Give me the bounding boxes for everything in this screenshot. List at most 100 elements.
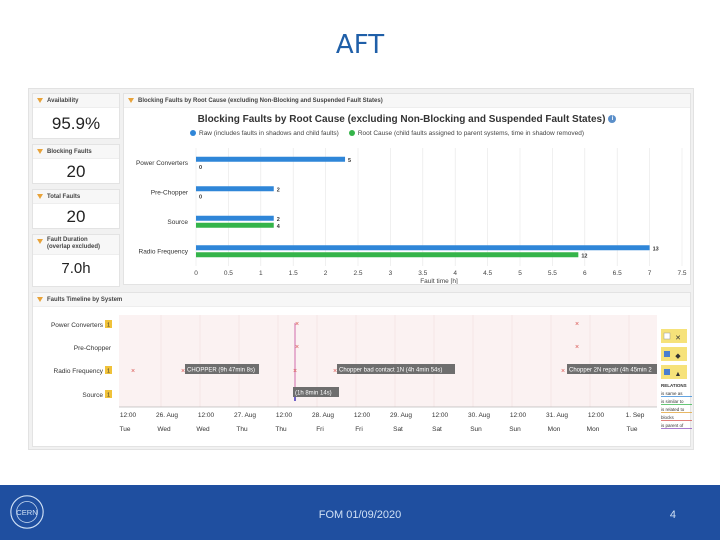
x-tick-label: 7.5 <box>677 270 686 277</box>
category-label: Source <box>167 219 188 226</box>
relation-item: is similar to <box>661 399 684 404</box>
legend-item-root-cause[interactable]: Root Cause (child faults assigned to par… <box>348 130 584 137</box>
timeline-header-text: Faults Timeline by System <box>47 296 123 303</box>
fault-marker[interactable]: × <box>333 368 337 375</box>
x-tick-label: 7 <box>648 270 652 277</box>
filter-icon[interactable] <box>37 149 43 154</box>
row-badge <box>105 366 112 374</box>
bar[interactable] <box>196 215 274 221</box>
bar-panel-header-text: Blocking Faults by Root Cause (excluding… <box>138 97 383 104</box>
fault-marker[interactable]: × <box>295 344 299 351</box>
fault-marker[interactable]: × <box>181 368 185 375</box>
close-icon[interactable]: ✕ <box>675 335 681 342</box>
filter-icon[interactable] <box>128 98 134 103</box>
x-tick-label: 6.5 <box>613 270 622 277</box>
timeline-tick-label: 26. Aug <box>156 412 178 419</box>
filter-icon[interactable] <box>37 194 43 199</box>
bar[interactable] <box>196 222 274 228</box>
filter-icon[interactable] <box>37 98 43 103</box>
checkbox[interactable] <box>663 332 671 340</box>
fault-annotation[interactable]: (1h 8min 14s) <box>295 391 332 397</box>
fault-marker[interactable]: × <box>295 321 299 328</box>
dashboard: Availability 95.9% Blocking Faults 20 To… <box>28 88 694 450</box>
timeline-grid <box>160 315 630 407</box>
bar-panel-header: Blocking Faults by Root Cause (excluding… <box>124 94 690 108</box>
timeline-tick-label: 12:00 <box>276 412 293 419</box>
timeline-tick-label: 12:00 <box>588 412 605 419</box>
bar[interactable] <box>196 245 650 251</box>
row-badge-count: 1 <box>107 323 110 329</box>
filter-icon[interactable] <box>37 297 43 302</box>
timeline-tick-label: 12:00 <box>354 412 371 419</box>
tag-icon[interactable]: ◆ <box>675 353 681 360</box>
bar-data-label: 0 <box>199 194 202 200</box>
bar[interactable] <box>196 252 579 258</box>
timeline-row-label: Pre-Chopper <box>74 345 112 352</box>
checkbox-checked[interactable] <box>664 369 670 375</box>
relation-item: is same as <box>661 391 683 396</box>
x-tick-label: 3.5 <box>418 270 427 277</box>
relation-item: blocks <box>661 415 675 420</box>
info-icon[interactable]: i <box>608 115 617 124</box>
timeline-tick-label: 12:00 <box>198 412 215 419</box>
fault-annotation[interactable]: Chopper 2N repair (4h 45min 2 <box>569 368 652 374</box>
checkbox-checked[interactable] <box>664 351 670 357</box>
x-tick-label: 1.5 <box>289 270 298 277</box>
legend-label: Root Cause (child faults assigned to par… <box>357 130 584 137</box>
kpi-fault-duration: Fault Duration (overlap excluded) 7.0h <box>32 234 120 287</box>
timeline-row-label: Power Converters <box>51 322 104 329</box>
fault-marker[interactable]: × <box>131 368 135 375</box>
hierarchy-icon[interactable]: ▲ <box>675 371 682 378</box>
slide-title: AFT <box>335 30 385 60</box>
timeline-tick-label: 12:00 <box>120 412 137 419</box>
fault-marker[interactable]: × <box>575 321 579 328</box>
timeline-day-label: Fri <box>355 426 363 433</box>
fault-annotation[interactable]: CHOPPER (9h 47min 8s) <box>187 368 255 374</box>
kpi-duration-header: Fault Duration (overlap excluded) <box>33 235 119 255</box>
category-label: Radio Frequency <box>139 248 189 255</box>
filter-icon[interactable] <box>37 239 43 244</box>
kpi-value: 20 <box>66 207 86 226</box>
bar-data-label: 2 <box>277 217 280 223</box>
row-badge-count: 1 <box>107 393 110 399</box>
timeline-tick-label: 30. Aug <box>468 412 490 419</box>
timeline-control-tile <box>661 365 687 379</box>
x-tick-label: 2.5 <box>353 270 362 277</box>
legend-item-raw[interactable]: Raw (includes faults in shadows and chil… <box>190 130 339 137</box>
bar[interactable] <box>196 156 346 162</box>
fault-annotation[interactable]: Chopper bad contact 1N (4h 4min 54s) <box>339 368 442 374</box>
fault-marker[interactable]: × <box>575 344 579 351</box>
fault-marker[interactable]: × <box>293 368 297 375</box>
timeline-plot-area <box>119 315 657 407</box>
fault-annotation-box <box>337 364 455 374</box>
kpi-label: Blocking Faults <box>47 148 92 155</box>
timeline-control-tile <box>661 329 687 343</box>
timeline-day-label: Sun <box>509 426 521 433</box>
timeline-tick-label: 29. Aug <box>390 412 412 419</box>
timeline-day-label: Wed <box>196 426 210 433</box>
footer-date: FOM 01/09/2020 <box>318 509 402 521</box>
x-tick-label: 3 <box>389 270 393 277</box>
timeline-day-label: Tue <box>120 426 131 433</box>
fault-annotation-box <box>567 364 657 374</box>
kpi-value: 7.0h <box>61 260 91 277</box>
fault-marker[interactable]: × <box>561 368 565 375</box>
timeline-day-label: Mon <box>587 426 600 433</box>
kpi-label: Fault Duration <box>47 237 88 243</box>
timeline-day-label: Mon <box>548 426 561 433</box>
timeline-day-label: Thu <box>275 426 287 433</box>
timeline-day-label: Wed <box>157 426 171 433</box>
timeline-tick-label: 1. Sep <box>626 412 645 419</box>
timeline-tick-label: 31. Aug <box>546 412 568 419</box>
fault-annotation-box <box>293 387 339 397</box>
timeline-day-label: Sat <box>393 426 403 433</box>
kpi-blocking-header: Blocking Faults <box>33 145 119 159</box>
x-tick-label: 0 <box>194 270 198 277</box>
timeline-row-label: Source <box>82 392 103 399</box>
bar-data-label: 13 <box>653 246 659 252</box>
chart-title-text: Blocking Faults by Root Cause (excluding… <box>197 114 606 125</box>
timeline-day-label: Tue <box>627 426 638 433</box>
bar[interactable] <box>196 186 274 192</box>
timeline-day-label: Thu <box>236 426 248 433</box>
x-tick-label: 1 <box>259 270 263 277</box>
